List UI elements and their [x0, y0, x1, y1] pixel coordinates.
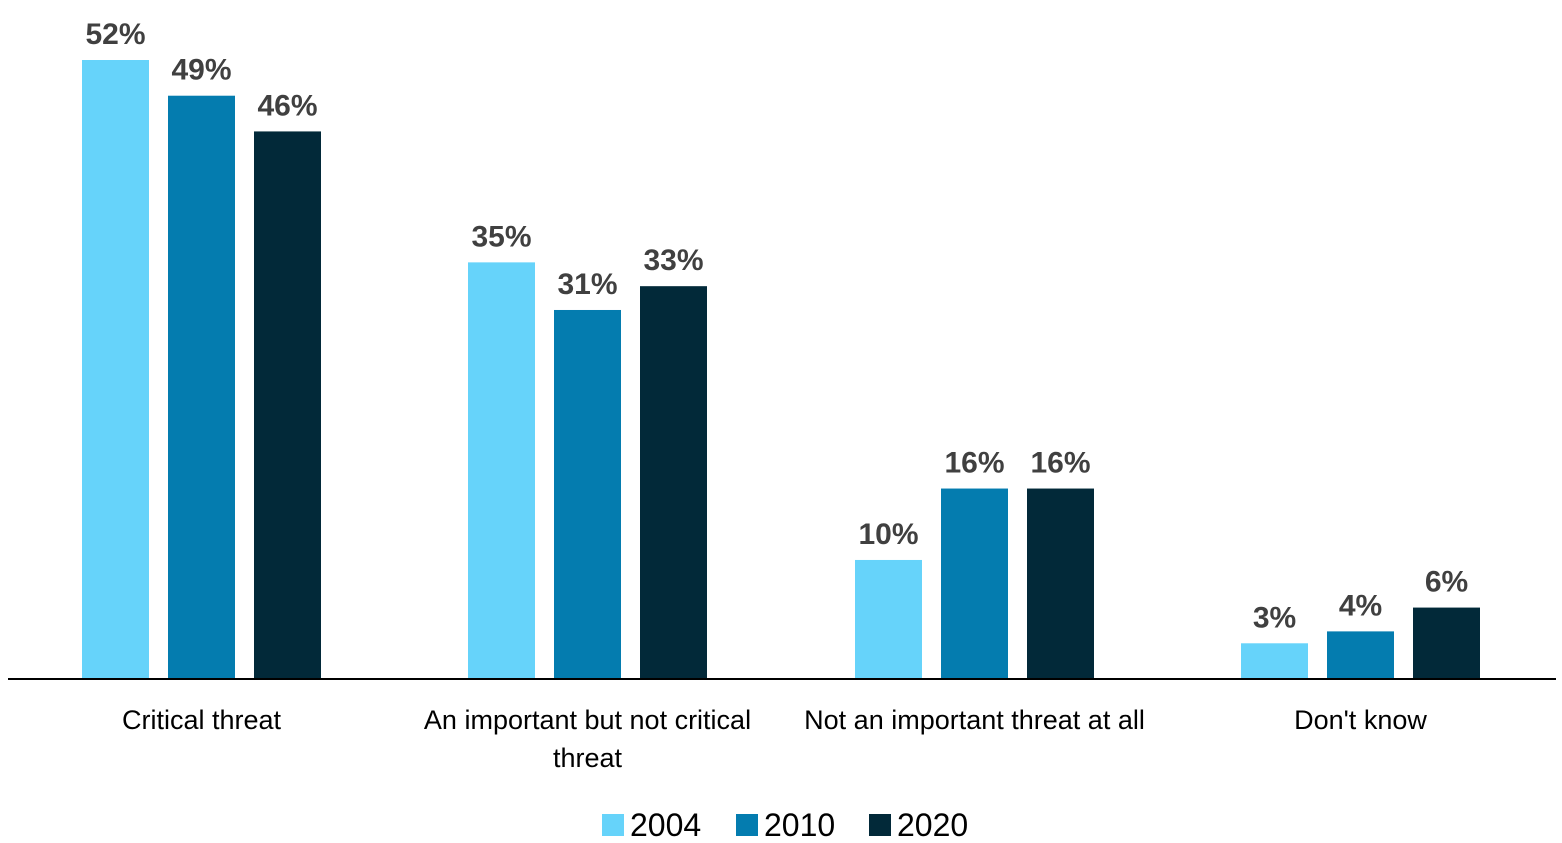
bar-2004-2 — [855, 559, 922, 679]
bar-2004-0 — [82, 60, 149, 679]
bar-2010-2 — [941, 488, 1008, 679]
legend: 2004 2010 2020 — [602, 807, 968, 843]
bar-2020-1 — [640, 286, 707, 679]
bars-group — [82, 60, 1480, 679]
bar-2010-1 — [554, 309, 621, 679]
legend-swatch-2020 — [869, 814, 891, 836]
value-label-2020-0: 46% — [257, 89, 317, 122]
category-label-2: Not an important threat at all — [804, 705, 1145, 735]
value-label-2020-3: 6% — [1425, 566, 1468, 599]
value-label-2004-3: 3% — [1253, 601, 1296, 634]
value-label-2004-2: 10% — [858, 518, 918, 551]
bar-2020-3 — [1413, 607, 1480, 679]
value-label-2020-2: 16% — [1030, 447, 1090, 480]
value-label-2010-2: 16% — [944, 447, 1004, 480]
value-labels-group: 52% 35% 10% 3% 49% 31% 16% 4% 46% 33% 16% 6% — [85, 18, 1468, 634]
category-label-1: An important but not critical threat — [424, 705, 751, 773]
bar-2010-3 — [1327, 631, 1394, 679]
legend-label-2010: 2010 — [764, 807, 835, 843]
bar-2004-1 — [468, 262, 535, 679]
value-label-2010-1: 31% — [557, 268, 617, 301]
bar-2004-3 — [1241, 643, 1308, 679]
bar-2010-0 — [168, 95, 235, 679]
category-label-0: Critical threat — [122, 705, 282, 735]
value-label-2004-0: 52% — [85, 18, 145, 51]
bar-2020-0 — [254, 131, 321, 679]
legend-swatch-2004 — [602, 814, 624, 836]
value-label-2020-1: 33% — [643, 244, 703, 277]
legend-label-2004: 2004 — [630, 807, 701, 843]
bar-2020-2 — [1027, 488, 1094, 679]
category-labels-group: Critical threat An important but not crit… — [122, 705, 1427, 773]
legend-label-2020: 2020 — [897, 807, 968, 843]
value-label-2010-3: 4% — [1339, 589, 1382, 622]
category-label-3: Don't know — [1294, 705, 1427, 735]
legend-swatch-2010 — [736, 814, 758, 836]
value-label-2004-1: 35% — [471, 220, 531, 253]
value-label-2010-0: 49% — [171, 54, 231, 87]
